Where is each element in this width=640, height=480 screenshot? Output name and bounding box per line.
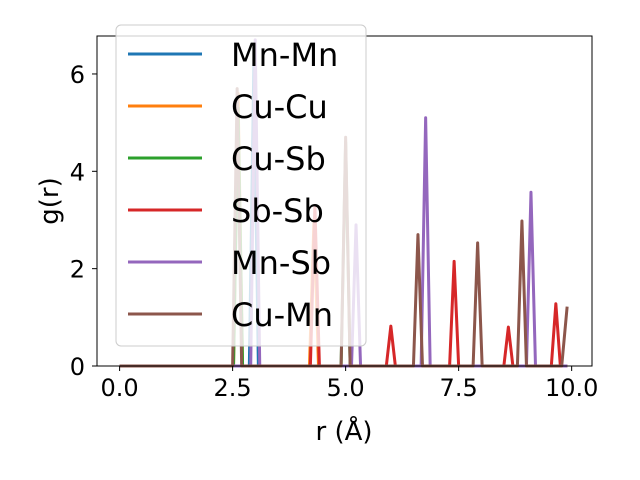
x-tick-label: 10.0 [545,374,598,402]
legend-label: Mn-Mn [231,36,338,74]
y-tick-label: 4 [70,158,85,186]
y-tick-label: 0 [70,353,85,381]
x-ticks: 0.0 2.5 5.0 7.5 10.0 [101,366,598,402]
y-ticks: 0 2 4 6 [70,61,97,381]
y-tick-label: 6 [70,61,85,89]
legend-label: Cu-Sb [231,140,326,178]
x-tick-label: 0.0 [101,374,139,402]
x-tick-label: 2.5 [214,374,252,402]
x-axis-label: r (Å) [315,415,372,447]
y-tick-label: 2 [70,256,85,284]
legend-label: Cu-Cu [231,88,328,126]
legend-label: Sb-Sb [231,192,324,230]
x-tick-label: 5.0 [327,374,365,402]
x-tick-label: 7.5 [440,374,478,402]
legend-label: Cu-Mn [231,296,333,334]
y-axis-label: g(r) [35,177,65,224]
legend: Mn-Mn Cu-Cu Cu-Sb Sb-Sb Mn-Sb Cu-Mn [115,24,367,347]
legend-label: Mn-Sb [231,244,331,282]
